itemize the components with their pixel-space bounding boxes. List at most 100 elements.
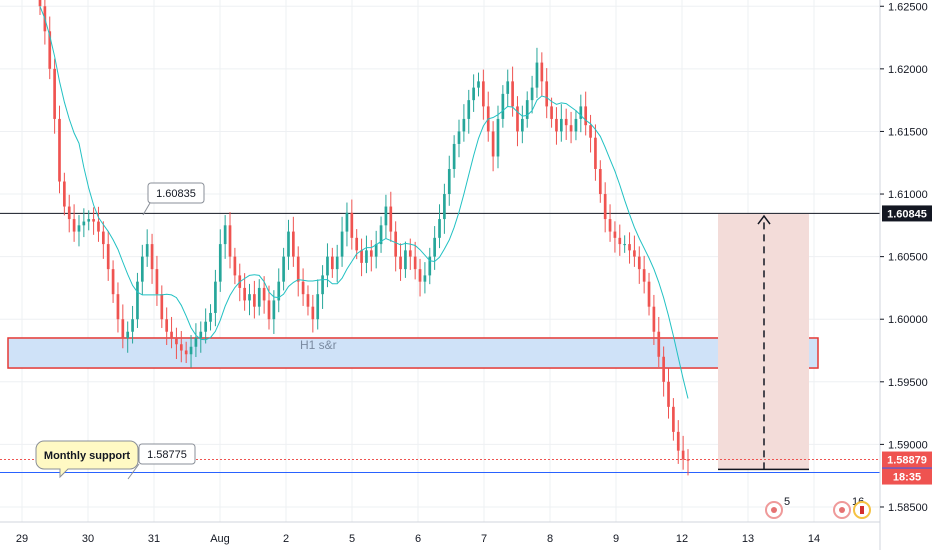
candle-body[interactable]	[165, 319, 169, 332]
candle-body[interactable]	[433, 237, 436, 257]
candle-body[interactable]	[428, 256, 432, 276]
candle-body[interactable]	[418, 269, 422, 282]
candle-body[interactable]	[106, 244, 110, 270]
candle-body[interactable]	[121, 319, 125, 338]
candle-body[interactable]	[540, 62, 544, 82]
candle-body[interactable]	[389, 206, 393, 232]
candle-body[interactable]	[589, 125, 592, 138]
candle-body[interactable]	[647, 281, 651, 307]
candle-body[interactable]	[462, 118, 466, 132]
candle-body[interactable]	[48, 31, 52, 69]
candle-body[interactable]	[423, 275, 427, 282]
candle-body[interactable]	[101, 231, 105, 245]
candle-body[interactable]	[77, 225, 81, 232]
candle-body[interactable]	[277, 281, 281, 301]
candle-body[interactable]	[530, 87, 534, 101]
candle-body[interactable]	[63, 181, 66, 207]
candle-body[interactable]	[404, 250, 407, 270]
candle-body[interactable]	[292, 231, 295, 257]
candle-body[interactable]	[525, 100, 529, 119]
candle-body[interactable]	[545, 81, 549, 107]
candle-body[interactable]	[584, 106, 588, 126]
candle-body[interactable]	[345, 212, 349, 232]
candle-body[interactable]	[209, 312, 212, 322]
candle-body[interactable]	[535, 62, 539, 88]
candle-body[interactable]	[555, 118, 558, 132]
candle-body[interactable]	[681, 450, 685, 460]
candle-body[interactable]	[399, 256, 402, 270]
candle-body[interactable]	[408, 250, 412, 257]
candle-body[interactable]	[379, 225, 383, 245]
candle-body[interactable]	[214, 281, 217, 313]
candle-body[interactable]	[642, 269, 646, 282]
candle-body[interactable]	[253, 294, 256, 307]
candle-body[interactable]	[360, 250, 363, 263]
candle-body[interactable]	[218, 244, 222, 282]
candle-body[interactable]	[438, 219, 441, 238]
candle-body[interactable]	[374, 244, 378, 257]
candle-body[interactable]	[623, 244, 627, 246]
candle-body[interactable]	[598, 168, 602, 195]
candle-body[interactable]	[452, 143, 456, 169]
candle-body[interactable]	[257, 287, 261, 307]
candle-body[interactable]	[608, 219, 612, 232]
candle-body[interactable]	[564, 118, 568, 126]
candle-body[interactable]	[633, 250, 636, 257]
candle-body[interactable]	[594, 137, 597, 169]
candle-body[interactable]	[72, 219, 76, 232]
candle-body[interactable]	[87, 219, 91, 222]
candle-body[interactable]	[321, 275, 324, 295]
candle-body[interactable]	[574, 118, 578, 132]
candle-body[interactable]	[194, 337, 198, 347]
candle-body[interactable]	[384, 206, 388, 226]
candle-body[interactable]	[82, 221, 86, 226]
candle-body[interactable]	[160, 294, 164, 320]
monthly-support-note-box[interactable]	[35, 440, 139, 479]
candle-body[interactable]	[603, 194, 607, 220]
candle-body[interactable]	[550, 106, 553, 119]
candle-body[interactable]	[233, 256, 237, 276]
candle-body[interactable]	[501, 93, 505, 119]
level-callout-lower-box[interactable]	[138, 443, 196, 465]
candle-body[interactable]	[443, 194, 446, 220]
candle-body[interactable]	[228, 225, 232, 257]
candle-body[interactable]	[365, 250, 368, 263]
candle-body[interactable]	[516, 106, 519, 132]
candle-body[interactable]	[116, 294, 120, 320]
level-callout-upper-box[interactable]	[147, 182, 205, 204]
candle-body[interactable]	[287, 231, 290, 257]
candle-body[interactable]	[189, 346, 193, 355]
candle-body[interactable]	[672, 406, 675, 432]
candle-body[interactable]	[150, 244, 154, 270]
candle-body[interactable]	[676, 431, 680, 451]
candle-body[interactable]	[92, 219, 95, 222]
candle-body[interactable]	[467, 100, 471, 119]
candle-body[interactable]	[184, 350, 188, 355]
candle-body[interactable]	[506, 81, 510, 94]
candle-body[interactable]	[126, 331, 130, 338]
candle-body[interactable]	[657, 331, 661, 357]
candle-body[interactable]	[667, 381, 670, 407]
candle-body[interactable]	[355, 237, 359, 251]
candle-body[interactable]	[652, 306, 656, 332]
candle-body[interactable]	[248, 294, 251, 301]
candle-body[interactable]	[628, 244, 631, 251]
zone-h1-sr[interactable]	[7, 337, 819, 369]
candle-body[interactable]	[447, 168, 451, 195]
candle-body[interactable]	[369, 250, 373, 257]
candle-body[interactable]	[58, 118, 61, 182]
candle-body[interactable]	[340, 231, 344, 257]
candle-body[interactable]	[243, 287, 246, 301]
candle-body[interactable]	[97, 221, 100, 232]
candle-body[interactable]	[38, 0, 42, 7]
candle-body[interactable]	[311, 306, 315, 320]
candle-body[interactable]	[267, 300, 271, 320]
candle-body[interactable]	[67, 206, 71, 220]
candle-body[interactable]	[170, 331, 173, 338]
candle-body[interactable]	[306, 294, 310, 307]
candle-body[interactable]	[350, 212, 354, 238]
candle-body[interactable]	[491, 131, 495, 157]
candle-body[interactable]	[111, 269, 115, 295]
